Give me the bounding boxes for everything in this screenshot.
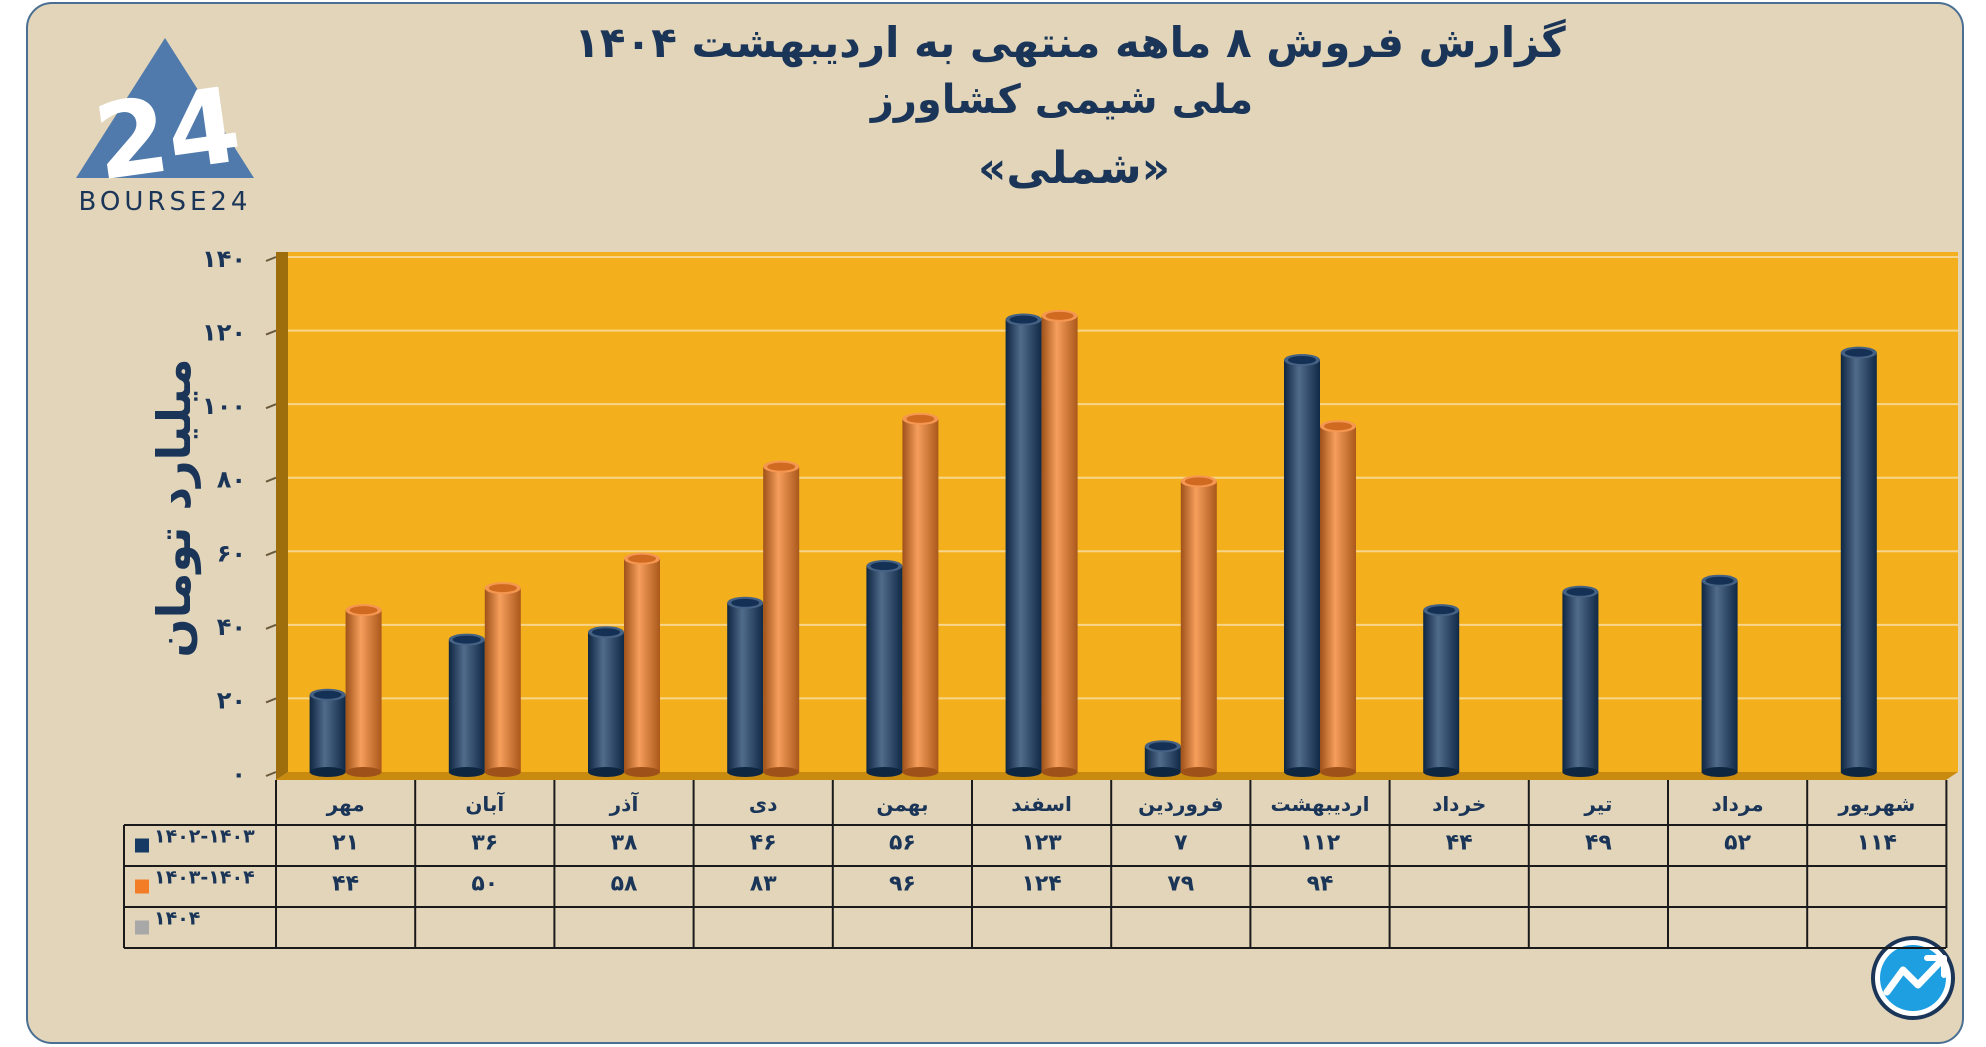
data-label: ۵۸	[611, 872, 638, 897]
grid-lines	[288, 256, 1958, 700]
trend-arrow-icon	[1883, 958, 1944, 996]
y-tick-mark	[265, 697, 277, 704]
y-axis-label: میلیارد تومان	[147, 358, 201, 657]
data-label: ۵۲	[1724, 831, 1751, 856]
data-label: ۵۶	[889, 831, 916, 856]
x-tick-label: اردیبهشت	[1270, 792, 1369, 816]
data-label: ۱۲۳	[1021, 831, 1062, 856]
logo-text: BOURSE24	[79, 187, 252, 217]
x-tick-label: آبان	[465, 791, 505, 816]
y-tick-mark	[265, 771, 277, 777]
x-tick-label: اسفند	[1011, 792, 1072, 816]
x-tick-label: بهمن	[876, 792, 928, 816]
data-label: ۲۱	[332, 831, 359, 856]
bar	[1423, 604, 1460, 777]
bar	[484, 582, 521, 777]
bar	[866, 560, 903, 777]
data-label: ۹۶	[889, 872, 916, 897]
bar	[1180, 475, 1217, 777]
data-label: ۱۱۴	[1857, 831, 1897, 856]
y-tick-mark	[265, 623, 277, 630]
y-tick-label: ۱۲۰	[202, 319, 246, 347]
bar	[448, 633, 485, 777]
x-tick-label: دی	[749, 792, 778, 816]
y-tick-label: ۸۰	[217, 466, 246, 494]
bar	[902, 412, 939, 777]
bars	[309, 309, 1877, 777]
bar	[1005, 313, 1042, 777]
x-tick-label: مهر	[326, 792, 365, 816]
bar	[727, 596, 764, 777]
legend-label: ۱۴۰۳-۱۴۰۴	[154, 867, 255, 889]
x-tick-label: مرداد	[1711, 792, 1763, 816]
y-tick-label: ۶۰	[217, 539, 246, 567]
bourse24-logo: 24 BOURSE24	[76, 38, 254, 217]
x-tick-label: آذر	[609, 791, 640, 816]
y-tick-label: ۲۰	[217, 686, 246, 714]
data-label: ۱۱۲	[1300, 831, 1341, 856]
title-line-3: «شملی»	[978, 143, 1170, 194]
y-tick-label: ۱۰۰	[202, 392, 246, 420]
y-tick-mark	[265, 329, 277, 336]
trend-badge[interactable]	[1871, 936, 1955, 1020]
x-tick-label: شهریور	[1837, 792, 1915, 816]
bar	[763, 460, 800, 777]
data-label: ۱۲۴	[1021, 872, 1061, 897]
title-line-1: گزارش فروش ۸ ماهه منتهی به اردیبهشت ۱۴۰۴	[574, 18, 1566, 68]
title-line-2: ملی شیمی کشاورز	[869, 77, 1253, 123]
bar	[624, 552, 660, 777]
bar	[309, 688, 346, 777]
data-label: ۹۴	[1307, 872, 1334, 897]
bar	[588, 626, 624, 777]
bar	[1562, 585, 1599, 777]
data-label: ۷	[1174, 831, 1188, 856]
legend-label: ۱۴۰۲-۱۴۰۳	[154, 826, 255, 848]
y-tick-label: ۴۰	[217, 613, 246, 641]
chart-title: گزارش فروش ۸ ماهه منتهی به اردیبهشت ۱۴۰۴…	[574, 18, 1566, 194]
trend-arrowhead	[1924, 955, 1947, 978]
logo-mark: 24	[87, 63, 247, 204]
data-label: ۸۳	[750, 872, 777, 897]
legend-label: ۱۴۰۴	[154, 908, 200, 930]
x-tick-label: تیر	[1583, 792, 1612, 816]
y-tick-mark	[265, 476, 277, 483]
data-label: ۳۸	[611, 831, 638, 856]
data-table: مهر آبان آذر دی بهمن اسفند فروردین اردیبهشت خردا…	[123, 780, 1948, 949]
data-label: ۷۹	[1167, 872, 1194, 897]
bar	[1284, 354, 1320, 777]
y-tick-label: ۱۴۰	[202, 245, 246, 273]
data-label: ۴۶	[750, 831, 777, 856]
bar	[345, 604, 382, 777]
y-tick-label: ۰	[231, 760, 246, 788]
data-label: ۴۴	[1446, 831, 1473, 856]
bar	[1041, 309, 1078, 777]
bourse24-triangle-icon	[76, 38, 254, 178]
plot-side-wall	[276, 252, 288, 780]
x-tick-label: فروردین	[1138, 792, 1223, 816]
data-label: ۵۰	[471, 872, 498, 897]
plot-background	[276, 252, 1958, 780]
x-tick-label: خرداد	[1432, 792, 1486, 816]
y-tick-mark	[265, 550, 277, 557]
bar	[1144, 740, 1181, 777]
bar	[1701, 574, 1738, 777]
bar	[1840, 346, 1877, 777]
data-label: ۳۶	[471, 831, 498, 856]
legend-swatch	[135, 920, 149, 935]
legend-swatch	[135, 838, 149, 853]
bar	[1320, 420, 1356, 777]
y-tick-mark	[265, 256, 277, 262]
plot-area	[288, 252, 1958, 772]
y-tick-labels: ۰ ۲۰ ۴۰ ۶۰ ۸۰ ۱۰۰ ۱۲۰ ۱۴۰	[202, 245, 277, 788]
plot-floor	[276, 772, 1958, 780]
data-label: ۴۹	[1585, 831, 1612, 856]
data-label: ۴۴	[332, 872, 359, 897]
legend-swatch	[135, 879, 149, 894]
y-tick-mark	[265, 403, 277, 410]
